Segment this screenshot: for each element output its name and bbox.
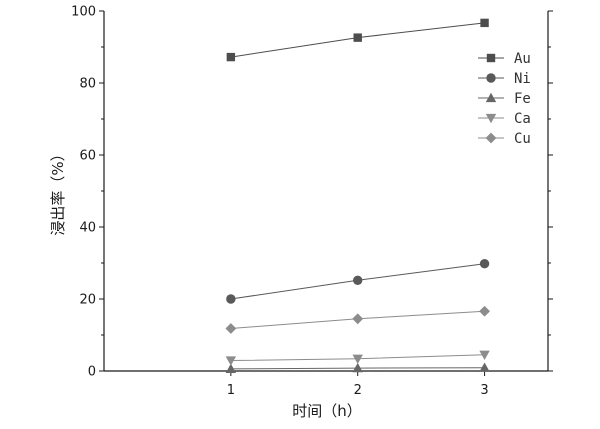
data-point-ni [226, 294, 236, 304]
legend-item-cu: Cu [478, 131, 531, 147]
y-tick-label: 20 [79, 293, 96, 308]
series-ca [225, 350, 490, 366]
data-point-cu [479, 305, 490, 317]
y-tick-label: 0 [88, 365, 96, 380]
legend: Au Ni Fe Ca Cu [478, 51, 531, 147]
series-cu [225, 305, 490, 334]
legend-item-ni: Ni [478, 71, 531, 87]
y-tick-label: 80 [79, 77, 96, 92]
x-tick-label: 3 [480, 383, 488, 398]
legend-marker-fe [485, 92, 497, 103]
data-point-ca [225, 356, 237, 366]
data-point-fe [479, 362, 490, 372]
x-tick-label: 2 [354, 383, 362, 398]
legend-item-au: Au [478, 51, 531, 67]
x-axis-title: 时间（h） [292, 402, 362, 420]
series-au [226, 18, 489, 62]
data-point-ca [479, 350, 490, 360]
y-tick-label: 100 [71, 5, 96, 20]
legend-label-cu: Cu [514, 131, 531, 147]
data-point-au [353, 33, 362, 42]
legend-label-fe: Fe [514, 91, 531, 107]
data-point-fe [352, 362, 363, 373]
legend-item-fe: Fe [478, 91, 531, 107]
y-tick-label: 60 [79, 149, 96, 164]
data-point-ca [352, 354, 363, 364]
data-point-cu [225, 323, 237, 334]
series-ni [226, 259, 490, 304]
legend-marker-au [486, 53, 496, 63]
legend-marker-cu [485, 132, 497, 144]
legend-marker-ca [485, 113, 497, 124]
data-point-ni [479, 259, 490, 269]
y-axis-title: 浸出率（%） [49, 146, 67, 235]
data-point-au [226, 52, 236, 62]
x-tick-label: 1 [227, 383, 235, 398]
data-point-au [480, 18, 489, 28]
legend-label-ni: Ni [514, 71, 531, 87]
legend-marker-ni [486, 73, 496, 83]
data-point-fe [225, 363, 237, 373]
data-point-cu [352, 313, 364, 325]
series-layer [225, 18, 490, 373]
legend-label-au: Au [514, 51, 531, 67]
series-fe [225, 362, 490, 373]
axes: 0 20 40 60 80 100 1 2 3 [71, 5, 553, 398]
data-point-ni [353, 275, 363, 285]
legend-label-ca: Ca [514, 111, 531, 127]
legend-item-ca: Ca [478, 111, 531, 127]
y-tick-label: 40 [79, 221, 96, 236]
